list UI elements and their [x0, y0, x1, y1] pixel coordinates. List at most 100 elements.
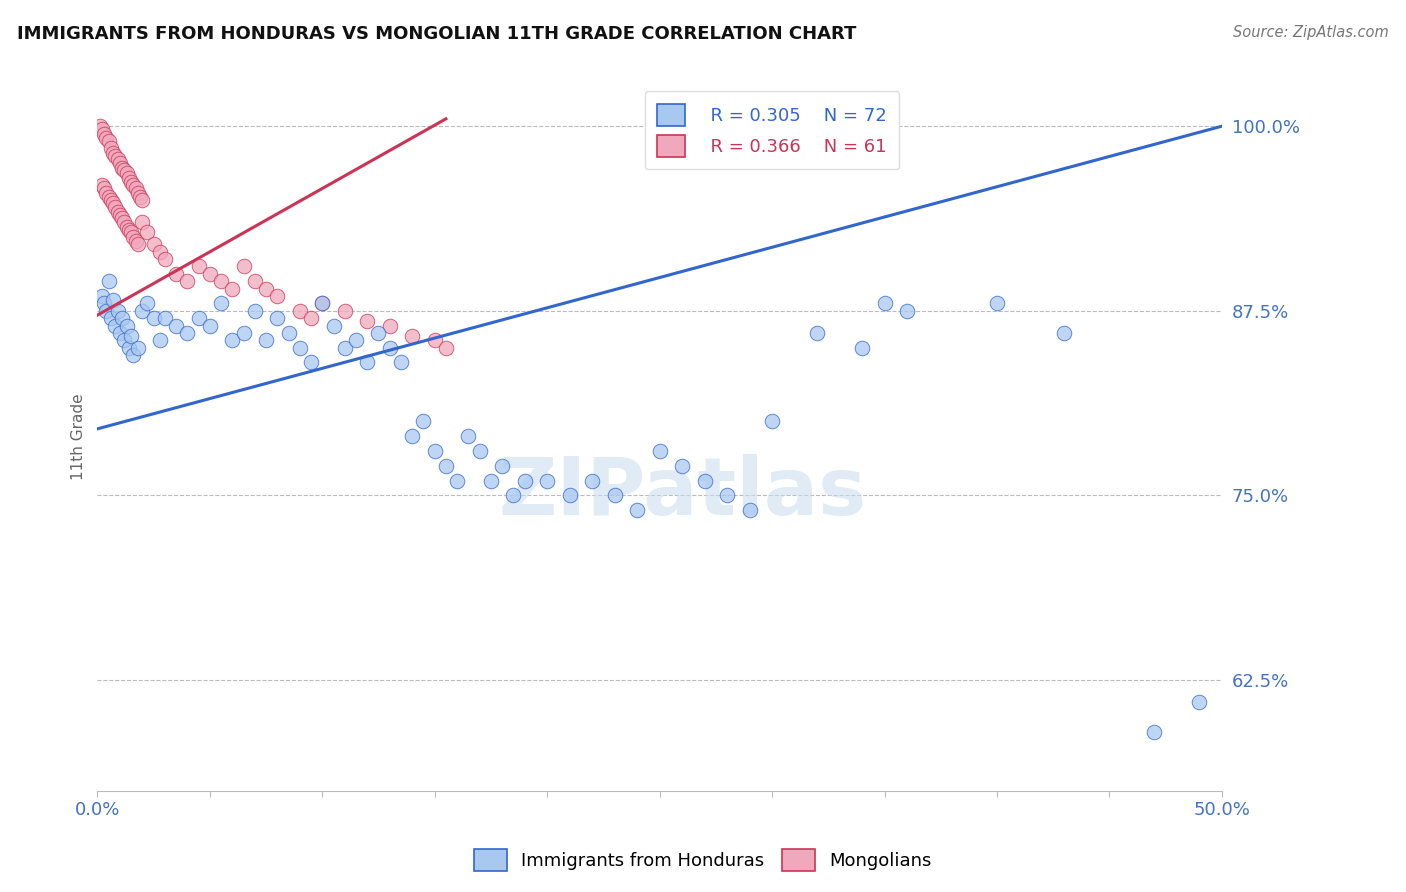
Point	[423, 444, 446, 458]
Point	[176, 274, 198, 288]
Point	[93, 127, 115, 141]
Text: IMMIGRANTS FROM HONDURAS VS MONGOLIAN 11TH GRADE CORRELATION CHART: IMMIGRANTS FROM HONDURAS VS MONGOLIAN 11…	[17, 25, 856, 43]
Point	[149, 333, 172, 347]
Point	[124, 181, 146, 195]
Point	[97, 190, 120, 204]
Point	[120, 226, 142, 240]
Point	[299, 311, 322, 326]
Point	[738, 503, 761, 517]
Point	[648, 444, 671, 458]
Point	[107, 152, 129, 166]
Point	[100, 141, 122, 155]
Point	[118, 222, 141, 236]
Point	[165, 318, 187, 333]
Point	[93, 296, 115, 310]
Text: ZIPatlas: ZIPatlas	[498, 454, 866, 532]
Point	[401, 429, 423, 443]
Point	[198, 267, 221, 281]
Point	[112, 333, 135, 347]
Point	[135, 296, 157, 310]
Legend:   R = 0.305    N = 72,   R = 0.366    N = 61: R = 0.305 N = 72, R = 0.366 N = 61	[645, 91, 900, 169]
Point	[693, 474, 716, 488]
Point	[513, 474, 536, 488]
Point	[468, 444, 491, 458]
Point	[108, 208, 131, 222]
Point	[198, 318, 221, 333]
Point	[311, 296, 333, 310]
Point	[97, 274, 120, 288]
Point	[122, 230, 145, 244]
Point	[187, 260, 209, 274]
Point	[434, 341, 457, 355]
Point	[401, 329, 423, 343]
Text: Source: ZipAtlas.com: Source: ZipAtlas.com	[1233, 25, 1389, 40]
Point	[389, 355, 412, 369]
Point	[254, 333, 277, 347]
Point	[209, 274, 232, 288]
Y-axis label: 11th Grade: 11th Grade	[72, 393, 86, 480]
Point	[209, 296, 232, 310]
Point	[266, 289, 288, 303]
Point	[101, 196, 124, 211]
Point	[626, 503, 648, 517]
Point	[311, 296, 333, 310]
Point	[434, 458, 457, 473]
Point	[115, 219, 138, 234]
Point	[581, 474, 603, 488]
Point	[716, 488, 738, 502]
Point	[333, 341, 356, 355]
Point	[221, 282, 243, 296]
Point	[118, 170, 141, 185]
Point	[96, 131, 118, 145]
Point	[1053, 326, 1076, 340]
Point	[104, 149, 127, 163]
Point	[115, 318, 138, 333]
Point	[97, 134, 120, 148]
Point	[1143, 724, 1166, 739]
Point	[536, 474, 558, 488]
Point	[254, 282, 277, 296]
Point	[176, 326, 198, 340]
Point	[108, 156, 131, 170]
Point	[90, 289, 112, 303]
Point	[344, 333, 367, 347]
Point	[149, 244, 172, 259]
Point	[1188, 695, 1211, 709]
Point	[104, 318, 127, 333]
Point	[127, 237, 149, 252]
Point	[221, 333, 243, 347]
Point	[124, 235, 146, 249]
Point	[101, 293, 124, 308]
Point	[111, 211, 134, 225]
Point	[412, 415, 434, 429]
Point	[122, 348, 145, 362]
Point	[127, 186, 149, 200]
Point	[378, 341, 401, 355]
Point	[446, 474, 468, 488]
Point	[131, 303, 153, 318]
Point	[135, 226, 157, 240]
Point	[122, 178, 145, 193]
Point	[101, 145, 124, 160]
Point	[378, 318, 401, 333]
Point	[558, 488, 581, 502]
Point	[142, 311, 165, 326]
Point	[671, 458, 693, 473]
Point	[277, 326, 299, 340]
Point	[986, 296, 1008, 310]
Point	[761, 415, 783, 429]
Point	[288, 341, 311, 355]
Point	[266, 311, 288, 326]
Point	[288, 303, 311, 318]
Point	[367, 326, 389, 340]
Point	[165, 267, 187, 281]
Point	[806, 326, 828, 340]
Point	[90, 122, 112, 136]
Point	[108, 326, 131, 340]
Point	[112, 163, 135, 178]
Point	[142, 237, 165, 252]
Point	[423, 333, 446, 347]
Point	[457, 429, 479, 443]
Point	[603, 488, 626, 502]
Point	[153, 252, 176, 266]
